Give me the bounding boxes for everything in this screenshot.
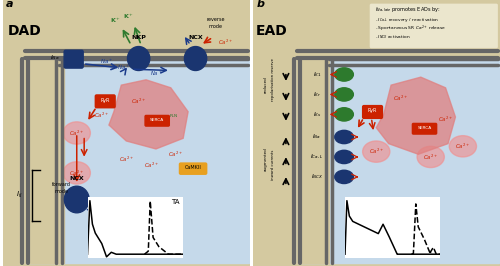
Text: NCX: NCX (188, 35, 203, 40)
Polygon shape (376, 77, 456, 154)
Text: NKP: NKP (131, 35, 146, 40)
Text: $Na^+$: $Na^+$ (102, 211, 116, 220)
Text: $Na^+$: $Na^+$ (100, 57, 113, 66)
Text: $Na^+$: $Na^+$ (95, 200, 108, 209)
Text: $Ca^{2+}$: $Ca^{2+}$ (168, 150, 183, 159)
Text: $I_{ti}$: $I_{ti}$ (16, 190, 24, 200)
Text: RyR: RyR (100, 98, 110, 103)
Text: forward: forward (52, 182, 71, 187)
Text: $Ca^{2+}$: $Ca^{2+}$ (369, 147, 384, 156)
Text: b: b (256, 0, 264, 9)
Text: $Ca^{2+}$: $Ca^{2+}$ (456, 142, 470, 151)
Ellipse shape (335, 170, 353, 184)
Text: K$^+$: K$^+$ (110, 16, 120, 25)
FancyBboxPatch shape (362, 106, 382, 118)
Text: $I_{Na}$: $I_{Na}$ (312, 132, 322, 142)
Text: EAD: EAD (256, 24, 288, 38)
Text: $I_{NCX}$: $I_{NCX}$ (310, 172, 323, 181)
Text: $Ca^{2+}$: $Ca^{2+}$ (218, 38, 232, 47)
Text: $I_{Ca,L}$: $I_{Ca,L}$ (310, 153, 324, 161)
Ellipse shape (184, 47, 206, 70)
Ellipse shape (63, 122, 90, 144)
FancyBboxPatch shape (64, 50, 83, 68)
Text: SERCA: SERCA (418, 126, 432, 130)
FancyBboxPatch shape (145, 115, 170, 126)
Text: SERCA: SERCA (150, 118, 164, 122)
Bar (25, 59, 64, 263)
Text: TA: TA (171, 200, 179, 206)
Bar (297, 59, 329, 263)
Text: K$^+$: K$^+$ (123, 12, 134, 21)
Ellipse shape (335, 150, 353, 164)
Text: augmented: augmented (264, 148, 268, 172)
Ellipse shape (335, 130, 353, 144)
Text: - $I_{Ca,L}$ recovery / reactivation: - $I_{Ca,L}$ recovery / reactivation (375, 16, 440, 24)
Ellipse shape (450, 136, 476, 157)
Ellipse shape (64, 186, 89, 213)
Text: CaMKII: CaMKII (184, 165, 202, 170)
Text: $Ca^{2+}$: $Ca^{2+}$ (119, 155, 134, 164)
Text: $Na^+$: $Na^+$ (150, 69, 162, 78)
Text: - Spontaneous SR $Ca^{2+}$ release: - Spontaneous SR $Ca^{2+}$ release (375, 23, 446, 34)
Text: $I_{K1}$: $I_{K1}$ (312, 70, 321, 79)
Text: RyR: RyR (368, 108, 377, 113)
Text: $I_{Ks}$: $I_{Ks}$ (312, 110, 321, 119)
Text: $I_{Kr}$: $I_{Kr}$ (312, 90, 321, 99)
Text: $Ca^{2+}$: $Ca^{2+}$ (70, 168, 84, 177)
Ellipse shape (335, 68, 353, 81)
Text: - $I_{NCX}$ activation: - $I_{NCX}$ activation (375, 34, 410, 41)
Bar (25, 59, 249, 263)
Text: $Ca^{2+}$: $Ca^{2+}$ (438, 115, 453, 124)
Ellipse shape (335, 108, 353, 121)
Text: mode: mode (54, 189, 68, 194)
Text: inward currents: inward currents (271, 150, 275, 180)
Text: reduced: reduced (264, 77, 268, 93)
Text: repolarisation reserve: repolarisation reserve (271, 58, 275, 101)
FancyBboxPatch shape (96, 95, 115, 108)
Text: NCX: NCX (70, 176, 84, 181)
Text: $I_{Na}$: $I_{Na}$ (50, 53, 59, 62)
Text: a: a (6, 0, 14, 9)
Ellipse shape (63, 162, 90, 184)
Ellipse shape (335, 88, 353, 101)
Bar (297, 59, 499, 263)
FancyBboxPatch shape (412, 123, 436, 134)
Text: DAD: DAD (8, 24, 41, 38)
Polygon shape (109, 80, 188, 149)
Ellipse shape (362, 141, 390, 162)
Text: $I_{Na,late}$ promotes EADs by:: $I_{Na,late}$ promotes EADs by: (375, 6, 440, 14)
FancyBboxPatch shape (180, 163, 206, 174)
Text: $Ca^{2+}$: $Ca^{2+}$ (94, 111, 109, 120)
Text: $Ca^{2+}$: $Ca^{2+}$ (144, 160, 158, 169)
Text: reverse: reverse (206, 17, 225, 22)
Text: $Ca^{2+}$: $Ca^{2+}$ (423, 152, 438, 161)
FancyBboxPatch shape (370, 4, 498, 48)
Text: PLN: PLN (170, 114, 178, 118)
Ellipse shape (128, 47, 150, 70)
Text: $Ca^{2+}$: $Ca^{2+}$ (394, 94, 408, 103)
Text: mode: mode (208, 24, 222, 29)
Text: $Na^+$: $Na^+$ (117, 63, 130, 72)
Text: $Ca^{2+}$: $Ca^{2+}$ (70, 128, 84, 138)
Ellipse shape (417, 146, 444, 168)
Text: $Ca^{2+}$: $Ca^{2+}$ (131, 97, 146, 106)
